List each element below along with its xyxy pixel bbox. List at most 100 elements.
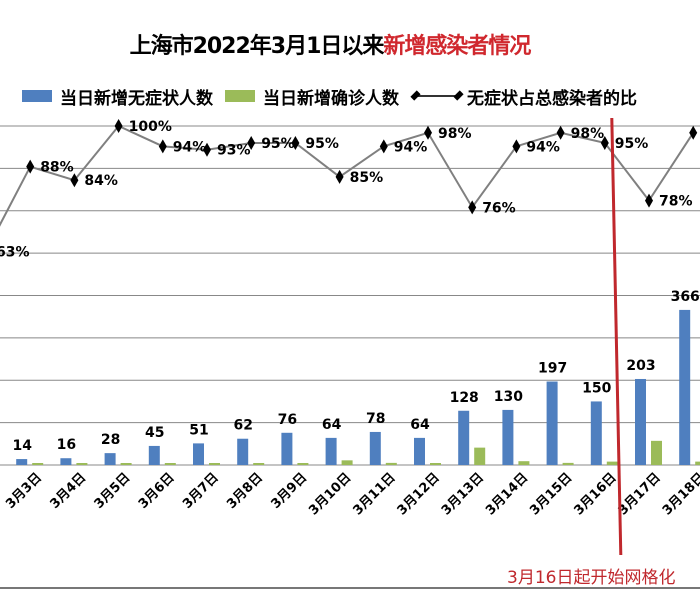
bar-confirmed	[297, 463, 309, 465]
bar-data-label: 203	[626, 358, 655, 374]
line-data-label: 84%	[84, 173, 118, 189]
x-tick-label: 3月12日	[395, 470, 443, 518]
bar-data-label: 62	[233, 418, 252, 434]
bar-confirmed	[562, 462, 574, 465]
bar-asymptomatic	[546, 381, 558, 465]
ratio-marker	[424, 125, 432, 140]
bar-asymptomatic	[60, 458, 72, 465]
bar-asymptomatic	[104, 453, 116, 465]
bar-confirmed	[651, 440, 662, 465]
bar-confirmed	[253, 463, 265, 465]
ratio-marker	[291, 135, 300, 150]
bar-data-label: 130	[494, 389, 523, 405]
x-tick-label: 3月9日	[268, 470, 310, 512]
x-tick-label: 3月11日	[350, 470, 398, 518]
line-data-label: 100%	[129, 119, 172, 135]
x-tick-label: 3月2日	[0, 470, 1, 512]
x-tick-label: 3月5日	[92, 470, 134, 512]
bottom-divider	[0, 587, 700, 589]
ratio-marker	[645, 193, 653, 208]
bar-asymptomatic	[193, 443, 204, 465]
line-data-label: 95%	[615, 136, 649, 152]
line-data-label: 98%	[438, 126, 472, 142]
ratio-marker	[335, 169, 344, 184]
x-tick-label: 3月10日	[306, 470, 354, 518]
line-data-label: 88%	[40, 160, 74, 176]
annotation-text: 3月16日起开始网格化	[507, 568, 676, 588]
line-data-label: 98%	[571, 126, 605, 142]
bar-asymptomatic	[237, 438, 249, 465]
bar-confirmed	[695, 461, 700, 465]
legend-label-confirmed: 当日新增确诊人数	[263, 88, 399, 109]
bar-asymptomatic	[635, 378, 646, 465]
bar-confirmed	[76, 463, 88, 465]
bar-data-label: 14	[12, 438, 32, 454]
chart-title-main: 上海市2022年3月1日以来	[129, 34, 385, 59]
bar-asymptomatic	[414, 437, 425, 465]
x-tick-label: 3月14日	[483, 470, 531, 518]
line-data-label: 95%	[261, 136, 295, 152]
x-tick-label: 3月13日	[439, 470, 487, 518]
bar-data-label: 45	[145, 425, 164, 441]
bar-confirmed	[120, 463, 132, 465]
ratio-marker	[158, 139, 167, 154]
ratio-marker	[512, 139, 521, 154]
bar-data-label: 78	[366, 411, 385, 427]
ratio-marker	[600, 135, 609, 150]
bar-data-label: 16	[57, 437, 76, 453]
ratio-marker	[556, 125, 565, 140]
line-data-label: 78%	[659, 194, 693, 210]
ratio-marker	[26, 159, 35, 174]
ratio-marker	[689, 125, 698, 140]
bar-confirmed	[209, 463, 220, 465]
bar-confirmed	[606, 461, 618, 465]
x-tick-label: 3月7日	[180, 470, 222, 512]
line-data-label: 93%	[217, 143, 251, 159]
x-tick-label: 3月16日	[571, 470, 619, 518]
ratio-marker	[203, 142, 211, 157]
legend: 当日新增无症状人数 当日新增确诊人数 无症状占总感染者的比	[22, 84, 700, 108]
bar-data-label: 64	[410, 417, 430, 433]
bar-asymptomatic	[458, 410, 470, 465]
bar-confirmed	[518, 461, 530, 465]
bar-asymptomatic	[16, 459, 28, 465]
bar-asymptomatic	[369, 431, 381, 465]
bar-data-label: 64	[322, 417, 342, 433]
x-tick-label: 3月6日	[136, 470, 178, 512]
ratio-marker	[70, 173, 79, 188]
bar-asymptomatic	[148, 445, 160, 465]
x-tick-label: 3月3日	[3, 470, 45, 512]
line-data-label: 94%	[526, 139, 560, 155]
bar-data-label: 197	[538, 361, 567, 377]
line-data-label: 94%	[394, 139, 428, 155]
legend-label-asymptomatic: 当日新增无症状人数	[60, 88, 213, 109]
bar-data-label: 128	[450, 390, 479, 406]
bar-asymptomatic	[502, 409, 514, 465]
bar-data-label: 150	[582, 380, 611, 396]
bar-asymptomatic	[679, 309, 691, 465]
legend-label-ratio: 无症状占总感染者的比	[467, 88, 637, 109]
annotation-line	[610, 117, 623, 556]
bar-confirmed	[474, 447, 486, 465]
x-tick-label: 3月15日	[527, 470, 575, 518]
line-data-label: 94%	[173, 139, 207, 155]
bar-confirmed	[32, 463, 44, 465]
legend-swatch-confirmed	[225, 90, 255, 102]
chart-title-highlight: 新增感染者情况	[383, 34, 531, 59]
bar-confirmed	[385, 462, 397, 465]
line-data-label: 63%	[0, 244, 30, 260]
chart-title: 上海市2022年3月1日以来新增感染者情况	[0, 28, 660, 60]
line-data-label: 76%	[482, 200, 516, 216]
x-tick-label: 3月17日	[616, 470, 664, 518]
bar-asymptomatic	[325, 437, 337, 465]
bar-confirmed	[164, 463, 176, 465]
line-data-label: 85%	[350, 170, 384, 186]
line-data-label: 95%	[305, 136, 339, 152]
x-tick-label: 3月18日	[660, 470, 700, 518]
ratio-marker	[468, 200, 477, 215]
x-tick-label: 3月4日	[47, 470, 89, 512]
x-tick-label: 3月8日	[224, 470, 266, 512]
legend-swatch-asymptomatic	[22, 90, 52, 102]
bar-asymptomatic	[590, 401, 602, 465]
